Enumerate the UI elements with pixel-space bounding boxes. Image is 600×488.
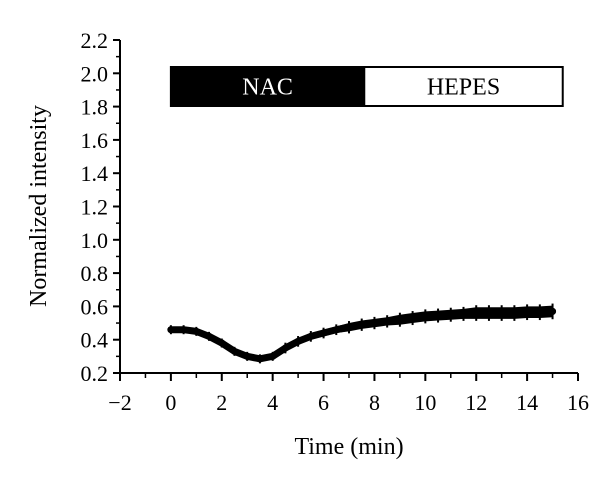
phase-label-hepes: HEPES — [427, 75, 500, 101]
y-tick-label: 2.0 — [81, 61, 109, 86]
y-tick-label: 0.6 — [81, 294, 109, 319]
data-point — [370, 319, 378, 327]
data-point — [536, 308, 544, 316]
y-tick-label: 2.2 — [81, 28, 109, 53]
x-tick-label: 14 — [516, 390, 538, 415]
phase-label-nac: NAC — [242, 75, 293, 101]
data-point — [231, 347, 238, 355]
data-point — [345, 323, 353, 331]
data-point — [256, 355, 264, 363]
data-point — [510, 309, 518, 317]
data-point — [180, 326, 188, 334]
data-point — [383, 317, 391, 325]
data-point — [243, 352, 251, 360]
data-point — [307, 332, 315, 340]
data-point — [460, 310, 467, 318]
data-point — [523, 308, 531, 316]
data-point — [281, 344, 289, 352]
data-point — [472, 309, 480, 317]
phase-bar-hepes — [363, 66, 564, 107]
data-point — [167, 326, 175, 334]
y-tick-label: 1.8 — [81, 95, 109, 120]
x-tick-label: 0 — [165, 390, 176, 415]
data-point — [269, 352, 277, 360]
data-point — [409, 314, 417, 322]
data-point — [498, 309, 506, 317]
data-point — [332, 326, 340, 334]
x-tick-label: 2 — [216, 390, 227, 415]
data-point — [434, 312, 442, 320]
x-tick-label: 10 — [414, 390, 436, 415]
phase-bar-nac — [169, 66, 366, 107]
y-tick-label: 1.4 — [81, 161, 109, 186]
x-axis-title: Time (min) — [294, 434, 403, 460]
data-point — [192, 327, 200, 335]
phase-bars: NAC HEPES — [169, 66, 564, 107]
data-point — [358, 321, 366, 329]
data-point — [396, 316, 404, 324]
x-tick-label: 16 — [567, 390, 589, 415]
y-tick-label: 0.4 — [81, 328, 109, 353]
x-tick-label: 4 — [267, 390, 278, 415]
x-tick-label: 6 — [318, 390, 329, 415]
data-point — [294, 337, 302, 345]
y-axis-title: Normalized intensity — [26, 105, 52, 307]
y-ticks: 0.2 0.4 0.6 0.8 1.0 1.2 1.4 1.6 1.8 2.0 2.2 — [81, 28, 120, 386]
x-ticks: −2 0 2 4 6 8 10 12 14 16 — [108, 373, 589, 415]
y-tick-label: 0.2 — [81, 361, 109, 386]
data-point — [447, 311, 455, 319]
data-point — [218, 339, 226, 347]
data-point — [421, 312, 429, 320]
data-point — [485, 309, 493, 317]
data-point — [205, 332, 213, 340]
data-point — [320, 329, 328, 337]
y-tick-label: 1.6 — [81, 128, 109, 153]
y-tick-label: 1.2 — [81, 195, 109, 220]
series-layer — [167, 303, 557, 364]
x-tick-label: 12 — [465, 390, 487, 415]
y-tick-label: 1.0 — [81, 228, 109, 253]
x-tick-label: 8 — [369, 390, 380, 415]
y-tick-label: 0.8 — [81, 261, 109, 286]
data-point — [549, 307, 557, 315]
x-tick-label: −2 — [108, 390, 131, 415]
